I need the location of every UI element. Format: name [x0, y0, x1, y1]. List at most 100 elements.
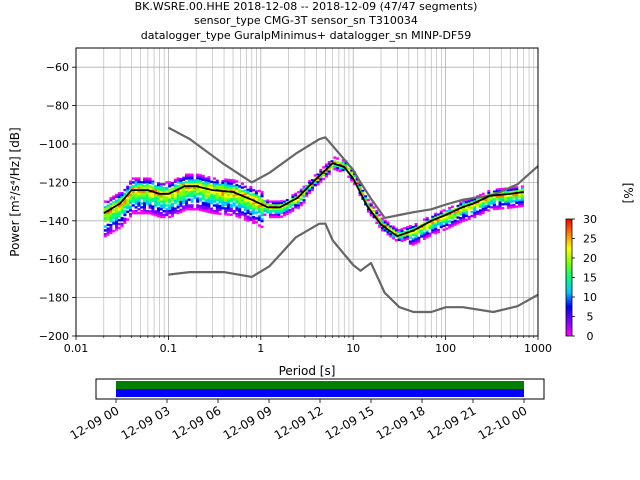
density-cell: [106, 200, 110, 204]
density-cell: [126, 185, 130, 188]
density-cell: [285, 199, 289, 202]
density-cell: [478, 209, 482, 212]
density-cell: [280, 207, 284, 211]
density-cell: [201, 176, 205, 180]
density-cell: [184, 183, 188, 186]
density-cell: [129, 197, 133, 201]
density-cell: [215, 185, 219, 188]
density-cell: [154, 196, 158, 200]
density-cell: [310, 182, 314, 186]
density-cell: [464, 218, 468, 221]
density-cell: [134, 194, 138, 198]
density-cell: [215, 198, 219, 202]
density-cell: [473, 215, 477, 219]
density-cell: [120, 217, 124, 220]
density-cell: [221, 206, 225, 210]
density-cell: [115, 209, 119, 212]
density-cell: [291, 194, 295, 197]
density-cell: [246, 192, 250, 195]
density-cell: [207, 201, 211, 204]
density-cell: [210, 180, 214, 184]
density-cell: [378, 217, 382, 221]
density-cell: [204, 206, 208, 209]
density-cell: [439, 214, 443, 217]
density-cell: [282, 212, 286, 215]
series-lines: [103, 126, 539, 314]
density-cell: [246, 217, 250, 220]
density-cell: [162, 210, 166, 213]
density-cell: [151, 205, 155, 208]
density-cell: [470, 199, 474, 202]
density-cell: [277, 200, 281, 203]
density-cell: [168, 200, 172, 203]
density-cell: [462, 211, 466, 215]
density-cell: [145, 200, 149, 203]
density-cell: [436, 215, 440, 218]
density-cell: [226, 207, 230, 210]
density-cell: [103, 215, 107, 219]
density-cell: [327, 166, 331, 170]
density-cell: [257, 203, 261, 206]
density-cell: [168, 198, 172, 201]
density-cell: [369, 204, 373, 207]
density-cell: [143, 210, 147, 213]
density-cell: [129, 214, 133, 218]
density-cell: [246, 209, 250, 213]
density-cell: [140, 181, 144, 184]
density-cell: [198, 197, 202, 200]
density-cell: [324, 175, 328, 178]
density-cell: [420, 231, 424, 234]
density-cell: [476, 210, 480, 214]
density-cell: [277, 202, 281, 205]
density-cell: [159, 200, 163, 203]
density-cell: [198, 179, 202, 183]
density-cell: [173, 194, 177, 197]
density-cell: [260, 200, 264, 204]
density-cell: [117, 222, 121, 226]
density-cell: [263, 205, 267, 209]
density-cell: [260, 214, 264, 217]
density-cell: [193, 183, 197, 186]
density-cell: [498, 188, 502, 191]
density-cell: [137, 186, 141, 190]
density-cell: [207, 191, 211, 194]
density-cell: [428, 234, 432, 237]
density-cell: [173, 209, 177, 212]
density-cell: [509, 198, 513, 201]
density-cell: [249, 207, 253, 210]
density-cell: [193, 188, 197, 192]
density-cell: [336, 168, 340, 172]
density-cell: [120, 192, 124, 195]
density-cell: [246, 190, 250, 193]
density-cell: [448, 210, 452, 214]
density-cell: [464, 203, 468, 206]
density-cell: [252, 210, 256, 213]
density-cell: [115, 228, 119, 231]
density-cell: [215, 181, 219, 184]
density-cell: [268, 200, 272, 203]
density-cell: [467, 206, 471, 209]
density-cell: [182, 197, 186, 201]
density-cell: [170, 183, 174, 187]
density-cell: [126, 206, 130, 210]
density-cell: [165, 200, 169, 203]
density-cell: [109, 212, 113, 215]
density-cell: [327, 160, 331, 164]
density-cell: [436, 221, 440, 224]
density-cell: [218, 208, 222, 212]
density-cell: [448, 224, 452, 227]
density-cell: [229, 188, 233, 191]
density-cell: [134, 202, 138, 205]
density-cell: [249, 203, 253, 206]
density-cell: [431, 231, 435, 234]
density-cell: [355, 180, 359, 183]
density-cell: [235, 186, 239, 189]
density-cell: [187, 175, 191, 178]
density-cell: [145, 196, 149, 199]
density-cell: [246, 198, 250, 201]
density-cell: [358, 187, 362, 191]
density-cell: [310, 184, 314, 188]
density-cell: [364, 197, 368, 200]
density-cell: [207, 189, 211, 192]
density-cell: [506, 206, 510, 209]
